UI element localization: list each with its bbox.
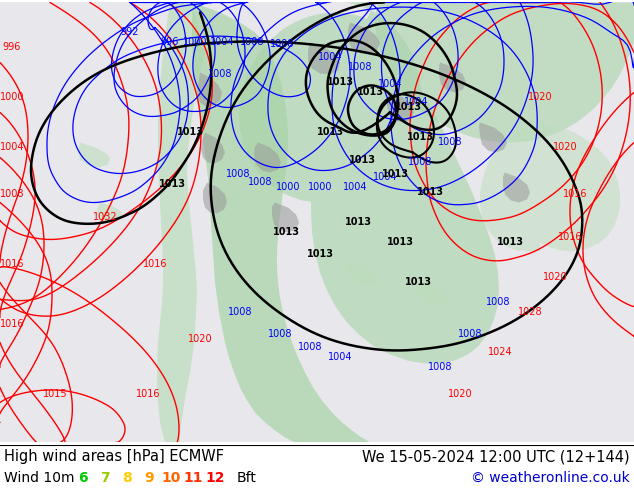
- Polygon shape: [387, 93, 414, 122]
- Text: 1020: 1020: [188, 335, 212, 344]
- Text: 1004: 1004: [318, 52, 342, 62]
- Text: 992: 992: [120, 27, 139, 37]
- Text: Bft: Bft: [237, 471, 257, 485]
- Text: 1004: 1004: [373, 172, 398, 182]
- Text: 1024: 1024: [488, 347, 512, 358]
- Text: 1013: 1013: [316, 127, 344, 138]
- Text: 1020: 1020: [527, 93, 552, 102]
- Polygon shape: [479, 122, 507, 152]
- Text: 1004: 1004: [343, 182, 367, 193]
- Polygon shape: [272, 202, 299, 232]
- Polygon shape: [480, 124, 620, 251]
- Text: 1013: 1013: [349, 155, 375, 166]
- Text: 1004: 1004: [0, 143, 24, 152]
- Text: 1015: 1015: [42, 390, 67, 399]
- Text: 1008: 1008: [298, 343, 322, 352]
- Polygon shape: [201, 132, 225, 164]
- Text: 1004: 1004: [328, 352, 353, 363]
- Text: 1000: 1000: [307, 182, 332, 193]
- Text: 1008: 1008: [269, 40, 294, 49]
- Text: 1004: 1004: [404, 98, 428, 107]
- Text: 8: 8: [122, 471, 132, 485]
- Polygon shape: [197, 73, 222, 106]
- Text: 1020: 1020: [543, 272, 567, 282]
- Text: 12: 12: [205, 471, 224, 485]
- Text: 1008: 1008: [248, 177, 272, 188]
- Polygon shape: [439, 62, 466, 93]
- Polygon shape: [157, 2, 205, 442]
- Text: 1013: 1013: [158, 179, 186, 190]
- Text: 1013: 1013: [382, 170, 408, 179]
- Text: 1008: 1008: [226, 170, 250, 179]
- Text: 1013: 1013: [404, 277, 432, 288]
- Text: 1020: 1020: [448, 390, 472, 399]
- Text: 1008: 1008: [408, 157, 432, 168]
- Text: 1013: 1013: [406, 132, 434, 143]
- Text: © weatheronline.co.uk: © weatheronline.co.uk: [471, 471, 630, 485]
- Polygon shape: [203, 182, 227, 214]
- Text: 1016: 1016: [558, 232, 582, 243]
- Text: 1013: 1013: [344, 218, 372, 227]
- Text: 1013: 1013: [387, 238, 413, 247]
- Text: 1013: 1013: [356, 87, 384, 98]
- Text: 7: 7: [100, 471, 110, 485]
- Text: 1000: 1000: [276, 182, 301, 193]
- Text: 1008: 1008: [268, 329, 292, 340]
- Text: 1008: 1008: [240, 37, 264, 48]
- Text: 11: 11: [183, 471, 203, 485]
- Text: High wind areas [hPa] ECMWF: High wind areas [hPa] ECMWF: [4, 449, 224, 465]
- Polygon shape: [192, 2, 370, 442]
- Text: 1013: 1013: [273, 227, 299, 238]
- Text: 1004: 1004: [378, 79, 402, 90]
- Text: 996: 996: [161, 37, 179, 48]
- Text: 1013: 1013: [327, 77, 354, 87]
- Polygon shape: [375, 2, 634, 143]
- Text: We 15-05-2024 12:00 UTC (12+144): We 15-05-2024 12:00 UTC (12+144): [363, 449, 630, 465]
- Text: 1016: 1016: [563, 190, 587, 199]
- Text: 1008: 1008: [0, 190, 24, 199]
- Text: 1032: 1032: [93, 213, 117, 222]
- Text: 1013: 1013: [394, 102, 422, 113]
- Text: 1008: 1008: [458, 329, 482, 340]
- Text: 1013: 1013: [306, 249, 333, 260]
- Text: 1000: 1000: [0, 93, 24, 102]
- Polygon shape: [97, 202, 122, 222]
- Text: 1020: 1020: [553, 143, 578, 152]
- Polygon shape: [347, 263, 378, 285]
- Text: 6: 6: [78, 471, 88, 485]
- Polygon shape: [308, 43, 340, 74]
- Text: 1008: 1008: [348, 62, 372, 73]
- Text: 1008: 1008: [208, 70, 232, 79]
- Text: 1016: 1016: [143, 260, 167, 270]
- Polygon shape: [348, 23, 380, 54]
- Text: 1013: 1013: [496, 238, 524, 247]
- Text: 1016: 1016: [0, 319, 24, 329]
- Polygon shape: [254, 143, 281, 172]
- Text: 1016: 1016: [0, 260, 24, 270]
- Text: 1008: 1008: [486, 297, 510, 307]
- Text: 1008: 1008: [428, 363, 452, 372]
- Text: 1013: 1013: [176, 127, 204, 138]
- Polygon shape: [192, 2, 499, 364]
- Text: 1008: 1008: [437, 138, 462, 147]
- Text: 1028: 1028: [518, 307, 542, 318]
- Text: 1016: 1016: [136, 390, 160, 399]
- Text: 10: 10: [161, 471, 181, 485]
- Polygon shape: [417, 282, 448, 304]
- Polygon shape: [503, 172, 530, 202]
- Text: 1013: 1013: [417, 188, 444, 197]
- Polygon shape: [78, 143, 110, 168]
- Text: 1004: 1004: [210, 37, 234, 48]
- Text: 1000: 1000: [183, 37, 207, 48]
- Text: Wind 10m: Wind 10m: [4, 471, 75, 485]
- Text: 1008: 1008: [228, 307, 252, 318]
- Text: 9: 9: [144, 471, 154, 485]
- Text: 996: 996: [3, 43, 21, 52]
